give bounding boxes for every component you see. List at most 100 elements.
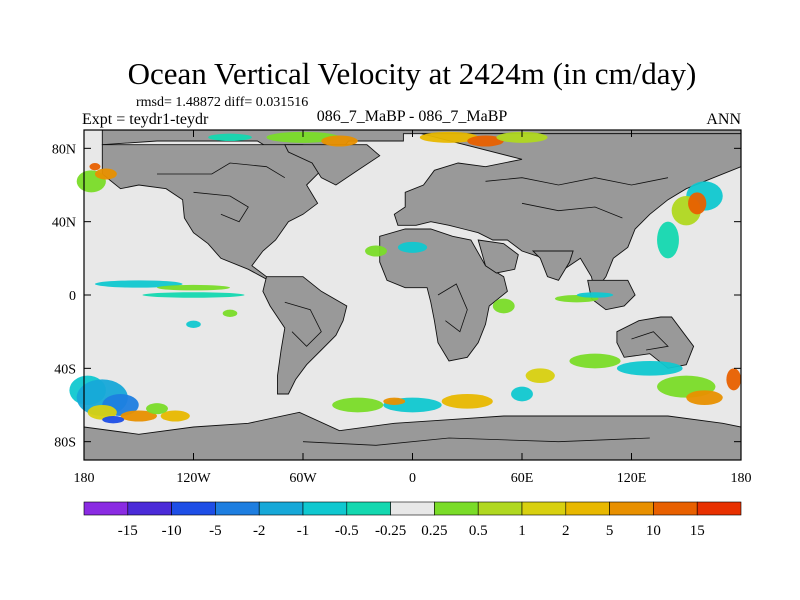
colorbar-label-8: 0.5 xyxy=(469,523,488,539)
colorbar-label-7: 0.25 xyxy=(421,523,447,539)
anomaly-patch-21 xyxy=(208,133,252,141)
x-tick-label-0: 180 xyxy=(74,471,95,486)
colorbar-label-13: 15 xyxy=(690,523,705,539)
anomaly-patch-2 xyxy=(89,163,101,171)
x-tick-label-5: 120E xyxy=(617,471,647,486)
anomaly-patch-36 xyxy=(383,397,406,406)
y-tick-label-3: 40S xyxy=(54,362,76,377)
case-label: 086_7_MaBP - 086_7_MaBP xyxy=(317,108,508,125)
anomaly-patch-16 xyxy=(266,131,340,143)
anomaly-patch-18 xyxy=(419,131,479,143)
anomaly-patch-30 xyxy=(686,390,723,405)
anomaly-patch-20 xyxy=(496,131,548,143)
anomaly-patch-26 xyxy=(569,353,621,369)
colorbar-box-13 xyxy=(653,501,698,516)
anomaly-patch-14 xyxy=(186,320,201,329)
colorbar-label-6: -0.25 xyxy=(375,523,406,539)
land-arabia xyxy=(477,239,519,274)
anomaly-patch-38 xyxy=(397,241,428,253)
land-south-america xyxy=(262,276,348,395)
chart-title: Ocean Vertical Velocity at 2424m (in cm/… xyxy=(128,56,697,91)
anomaly-patch-1 xyxy=(94,168,117,180)
colorbar-box-14 xyxy=(696,501,742,516)
anomaly-patch-33 xyxy=(332,397,384,413)
colorbar-box-6 xyxy=(346,501,391,516)
x-tick-label-3: 0 xyxy=(409,471,416,486)
x-axis: 180 120W 60W 0 60E 120E 180 xyxy=(74,130,752,486)
anomaly-patch-24 xyxy=(657,221,679,259)
anomaly-patch-13 xyxy=(142,292,245,298)
anomaly-patch-25 xyxy=(688,192,707,215)
stats-label: rmsd= 1.48872 diff= 0.031516 xyxy=(136,95,308,110)
land-eurasia xyxy=(393,133,742,293)
land-india xyxy=(531,250,574,281)
x-tick-label-6: 180 xyxy=(731,471,752,486)
colorbar-label-9: 1 xyxy=(518,523,526,539)
colorbar-label-11: 5 xyxy=(606,523,614,539)
x-tick-label-2: 60W xyxy=(289,471,317,486)
anomaly-patch-10 xyxy=(146,403,168,415)
anomaly-patch-9 xyxy=(160,410,190,422)
colorbar-label-1: -10 xyxy=(162,523,182,539)
anomaly-patch-35 xyxy=(441,394,493,409)
anomaly-patch-17 xyxy=(321,135,358,147)
anomaly-patch-29 xyxy=(726,368,741,391)
contour-line-7 xyxy=(302,437,650,446)
y-axis: 80N 40N 0 40S 80S xyxy=(52,142,741,451)
colorbar-box-5 xyxy=(302,501,348,516)
anomaly-patch-32 xyxy=(511,386,533,402)
colorbar-box-7 xyxy=(390,501,435,516)
colorbar-label-5: -0.5 xyxy=(335,523,359,539)
contour-line-4 xyxy=(284,301,322,347)
anomaly-patch-8 xyxy=(102,416,125,424)
colorbar-label-12: 10 xyxy=(646,523,661,539)
y-tick-label-1: 40N xyxy=(52,216,76,231)
colorbar-label-3: -2 xyxy=(253,523,266,539)
colorbar-box-9 xyxy=(477,501,523,516)
colorbar-box-10 xyxy=(521,501,567,516)
land-greenland xyxy=(284,144,381,186)
colorbar-box-8 xyxy=(434,501,479,516)
anomaly-patch-6 xyxy=(87,405,117,420)
map-plot: 180 120W 60W 0 60E 120E 180 80N 40N 0 40S 80S xyxy=(52,129,752,486)
colorbar-label-2: -5 xyxy=(209,523,222,539)
contour-line-5 xyxy=(437,283,468,333)
colorbar-box-12 xyxy=(609,501,654,516)
colorbar-label-10: 2 xyxy=(562,523,570,539)
colorbar-label-4: -1 xyxy=(297,523,310,539)
colorbar-box-1 xyxy=(127,501,172,516)
land-mask xyxy=(83,129,742,461)
contour-line-3 xyxy=(521,202,623,219)
season-label: ANN xyxy=(706,111,741,128)
anomaly-patch-39 xyxy=(492,298,515,314)
anomaly-fields xyxy=(69,131,741,424)
y-tick-label-2: 0 xyxy=(69,289,76,304)
contour-line-6 xyxy=(631,331,669,351)
anomaly-patch-15 xyxy=(222,309,238,318)
y-tick-label-0: 80N xyxy=(52,142,76,157)
anomaly-patch-37 xyxy=(365,245,387,257)
anomaly-patch-7 xyxy=(120,410,157,422)
colorbar-box-0 xyxy=(83,501,129,516)
x-tick-label-1: 120W xyxy=(176,471,211,486)
anomaly-patch-31 xyxy=(525,368,555,383)
y-tick-label-4: 80S xyxy=(54,436,76,451)
colorbar-box-4 xyxy=(258,501,304,516)
anomaly-patch-11 xyxy=(94,280,183,288)
anomaly-patch-12 xyxy=(157,284,230,291)
anomaly-patch-19 xyxy=(467,135,504,147)
anomaly-patch-27 xyxy=(616,361,683,376)
anomaly-patch-41 xyxy=(576,292,614,298)
land-australia xyxy=(616,316,695,369)
colorbar-box-3 xyxy=(215,501,260,516)
experiment-label: Expt = teydr1-teydr xyxy=(82,111,209,128)
colorbar-label-0: -15 xyxy=(118,523,138,539)
contour-line-0 xyxy=(157,162,286,179)
contour-line-1 xyxy=(193,191,249,223)
colorbar: -15 -10 -5 -2 -1 -0.5 -0.25 0.25 0.5 1 2 5 10 15 xyxy=(83,501,742,539)
land-africa xyxy=(379,228,508,362)
contour-line-2 xyxy=(485,177,669,186)
coastline-contours xyxy=(157,162,669,446)
colorbar-box-2 xyxy=(171,501,216,516)
